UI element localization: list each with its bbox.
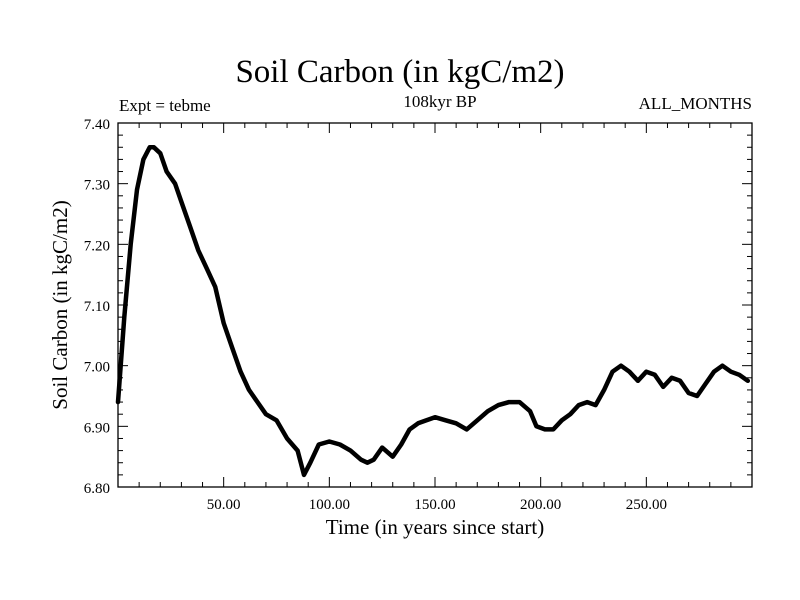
- x-tick-label: 150.00: [414, 497, 455, 513]
- y-tick-labels: 6.80 6.90 7.00 7.10 7.20 7.30 7.40: [84, 117, 110, 497]
- y-tick-label: 7.40: [84, 117, 110, 133]
- experiment-label: Expt = tebme: [119, 96, 211, 115]
- y-tick-label: 7.10: [84, 299, 110, 315]
- x-tick-label: 100.00: [309, 497, 350, 513]
- y-tick-label: 7.00: [84, 360, 110, 376]
- x-tick-label: 200.00: [520, 497, 561, 513]
- y-tick-label: 7.20: [84, 238, 110, 254]
- x-tick-label: 250.00: [626, 497, 667, 513]
- y-tick-label: 6.80: [84, 481, 110, 497]
- chart-title: Soil Carbon (in kgC/m2): [235, 54, 565, 90]
- x-tick-labels: 50.00 100.00 150.00 200.00 250.00: [207, 497, 667, 513]
- y-axis-label: Soil Carbon (in kgC/m2): [48, 200, 72, 409]
- x-axis-label: Time (in years since start): [326, 515, 545, 539]
- chart-subtitle: 108kyr BP: [403, 92, 477, 111]
- plot-frame: [117, 122, 753, 488]
- months-label: ALL_MONTHS: [638, 94, 752, 113]
- y-tick-label: 6.90: [84, 420, 110, 436]
- series-line: [115, 145, 751, 478]
- tick-marks: [118, 123, 752, 487]
- x-tick-label: 50.00: [207, 497, 241, 513]
- y-tick-label: 7.30: [84, 178, 110, 194]
